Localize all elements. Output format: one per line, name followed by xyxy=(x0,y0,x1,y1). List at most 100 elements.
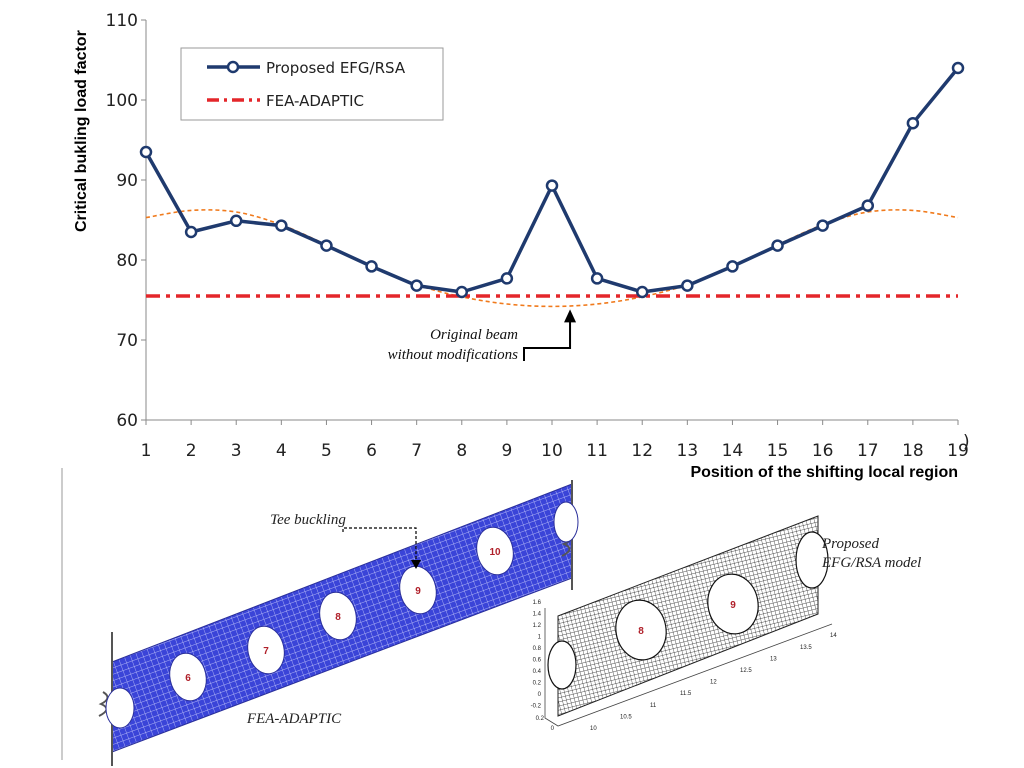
fea-hole-number: 9 xyxy=(415,586,421,597)
y-axis-title: Critical bukling load factor xyxy=(73,30,90,232)
efg-z-tick-label: 0 xyxy=(538,692,542,698)
x-tick-group: 1 2 3 4 5 6 7 8 9 10 11 12 13 14 15 16 17 18 19 xyxy=(141,420,969,461)
x-tick-label: 1 xyxy=(141,441,152,461)
efg-y-ticks: 0.20 xyxy=(536,716,555,732)
annotation-line2: without modifications xyxy=(388,347,519,363)
x-tick-label: 16 xyxy=(812,441,834,461)
data-point-efg-rsa xyxy=(455,285,469,299)
data-point-efg-rsa xyxy=(816,219,829,232)
fea-break-mark-left xyxy=(98,691,109,717)
legend: Proposed EFG/RSA FEA-ADAPTIC xyxy=(180,47,444,121)
fea-hole-number: 8 xyxy=(335,612,341,623)
data-point-efg-rsa xyxy=(320,239,333,252)
data-point-efg-rsa xyxy=(771,239,784,252)
x-tick-label: 5 xyxy=(321,441,332,461)
y-tick-label: 60 xyxy=(116,411,138,431)
data-point-efg-rsa xyxy=(365,260,378,273)
fea-web-hole xyxy=(319,591,357,641)
data-point-efg-rsa xyxy=(590,272,604,285)
efg-beam-web xyxy=(557,515,819,717)
efg-holes: 89 xyxy=(547,531,829,690)
efg-x-tick-label: 12.5 xyxy=(740,668,752,674)
x-tick-label: 10 xyxy=(541,441,563,461)
efg-mesh-panel: 89 1.61.41.210.80.60.40.20-0.2 1010.5111… xyxy=(531,515,921,732)
efg-z-tick-label: 0.6 xyxy=(533,658,542,664)
data-point-efg-rsa xyxy=(861,199,875,212)
data-point-efg-rsa xyxy=(951,61,965,75)
annotation-arrow-line xyxy=(523,320,572,361)
data-point-efg-rsa xyxy=(184,225,198,239)
data-point-efg-rsa xyxy=(681,279,694,292)
efg-z-tick-label: 0.8 xyxy=(533,646,542,652)
data-point-efg-rsa xyxy=(726,260,739,273)
efg-web-hole-partial xyxy=(547,640,577,690)
original-beam-annotation: Original beam without modifications xyxy=(388,309,577,363)
efg-z-tick-label: 1.2 xyxy=(533,623,542,629)
tee-buckling-label: Tee buckling xyxy=(270,512,346,528)
efg-z-tick-label: 1.4 xyxy=(533,612,542,618)
efg-hole-number: 8 xyxy=(638,626,644,637)
efg-x-tick-label: 13 xyxy=(770,656,777,662)
x-tick-label: 9 xyxy=(501,441,512,461)
efg-z-tick-label: 1 xyxy=(538,635,542,641)
efg-z-tick-label: 1.6 xyxy=(533,600,542,606)
fea-web-hole xyxy=(247,625,285,675)
fea-web-hole-partial xyxy=(105,687,135,729)
efg-label-line1: Proposed xyxy=(821,536,879,552)
efg-z-tick-label: 0.4 xyxy=(533,669,542,675)
x-tick-label: 15 xyxy=(767,441,789,461)
x-tick-label: 3 xyxy=(231,441,242,461)
legend-fea-label: FEA-ADAPTIC xyxy=(266,92,364,110)
data-point-efg-rsa xyxy=(635,285,649,299)
efg-x-ticks: 10 10.5 11 11.5 12 12.5 13 13.5 14 xyxy=(590,633,837,732)
y-tick-label: 100 xyxy=(106,91,138,111)
fea-hole-number: 6 xyxy=(185,673,191,684)
efg-web-hole-partial xyxy=(795,531,829,589)
efg-y-tick-label: 0 xyxy=(551,726,555,732)
x-tick-label: 12 xyxy=(631,441,653,461)
legend-efg-label: Proposed EFG/RSA xyxy=(266,59,406,77)
data-point-efg-rsa xyxy=(500,272,514,285)
x-tick-label: 13 xyxy=(677,441,699,461)
x-tick-label: 19 xyxy=(947,441,969,461)
efg-axes-box xyxy=(544,608,833,727)
data-point-efg-rsa xyxy=(545,179,559,192)
fea-web-hole xyxy=(476,526,514,576)
data-point-efg-rsa xyxy=(139,145,153,159)
efg-x-tick-label: 10.5 xyxy=(620,714,632,720)
y-tick-label: 80 xyxy=(116,251,138,271)
efg-x-tick-label: 11.5 xyxy=(680,691,692,697)
data-point-efg-rsa xyxy=(275,219,288,232)
annotation-arrow-head xyxy=(564,309,577,323)
efg-x-tick-label: 14 xyxy=(830,633,837,639)
x-tick-label: 2 xyxy=(186,441,197,461)
efg-series-layer xyxy=(139,61,965,299)
legend-efg-marker xyxy=(226,60,240,74)
x-axis-edge-glyph: ) xyxy=(963,432,970,452)
data-point-efg-rsa xyxy=(410,279,423,292)
x-tick-label: 14 xyxy=(722,441,744,461)
x-tick-label: 6 xyxy=(366,441,377,461)
efg-label-line2: EFG/RSA model xyxy=(821,555,921,571)
x-axis-title: Position of the shifting local region xyxy=(690,464,958,481)
efg-x-tick-label: 13.5 xyxy=(800,645,812,651)
x-tick-label: 11 xyxy=(586,441,608,461)
fea-hole-number: 10 xyxy=(489,547,501,558)
data-point-efg-rsa xyxy=(229,214,243,228)
x-tick-label: 18 xyxy=(902,441,924,461)
y-tick-label: 90 xyxy=(116,171,138,191)
efg-hole-number: 9 xyxy=(730,600,736,611)
efg-web-hole xyxy=(707,573,759,635)
efg-x-tick-label: 10 xyxy=(590,726,597,732)
fea-web-hole xyxy=(169,652,207,702)
annotation-line1: Original beam xyxy=(430,327,518,343)
efg-z-tick-label: 0.2 xyxy=(533,681,542,687)
y-tick-group: 60 70 80 90 100 110 xyxy=(106,11,146,431)
x-tick-label: 17 xyxy=(857,441,879,461)
efg-x-tick-label: 11 xyxy=(650,703,657,709)
x-tick-label: 4 xyxy=(276,441,287,461)
efg-z-ticks: 1.6 1.4 1.2 1 0.8 0.6 0.4 0.2 0 -0.2 xyxy=(531,600,542,710)
